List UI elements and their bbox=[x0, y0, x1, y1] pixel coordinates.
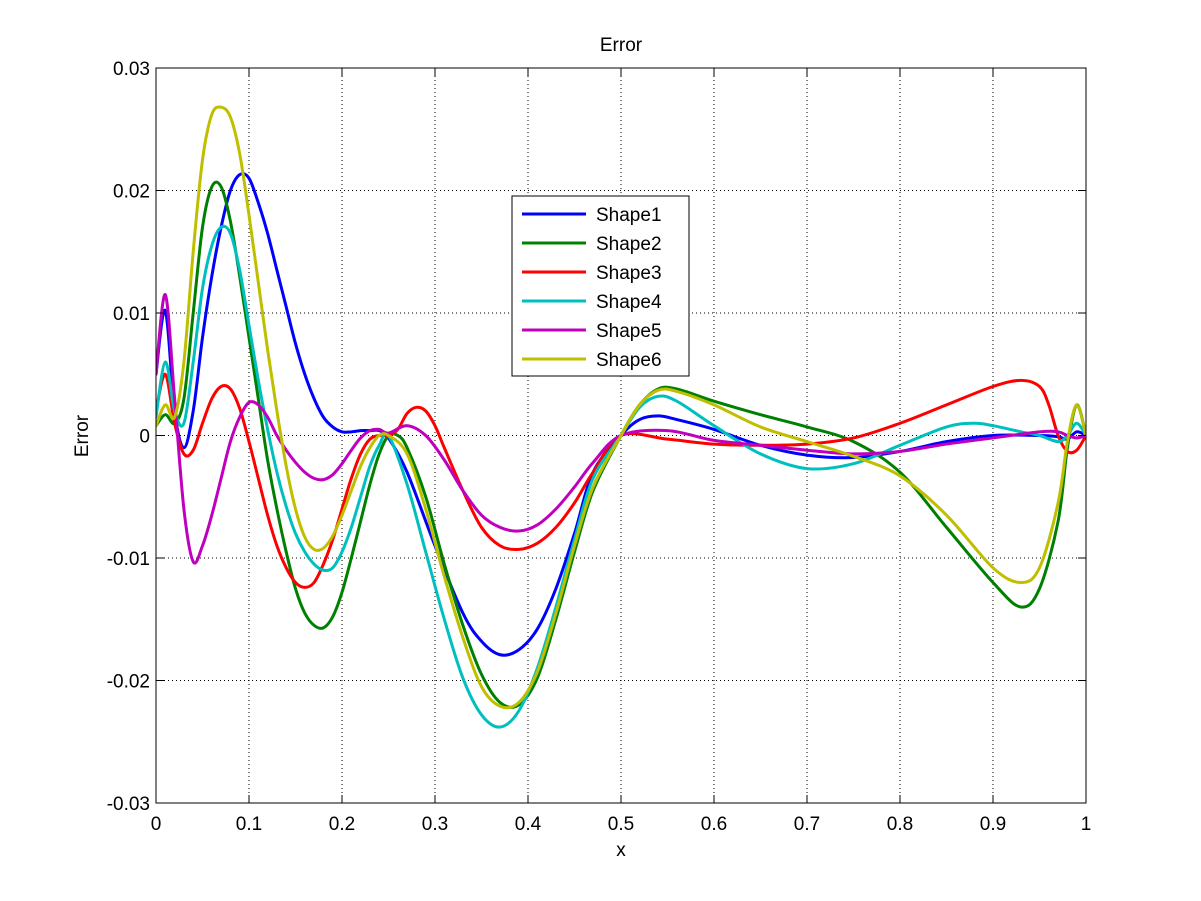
legend-label-shape1: Shape1 bbox=[596, 205, 662, 226]
x-tick-label: 0.5 bbox=[608, 814, 634, 835]
legend-label-shape3: Shape3 bbox=[596, 263, 662, 284]
series-group bbox=[156, 105, 1086, 729]
y-tick-label: 0.03 bbox=[113, 59, 150, 80]
legend-label-shape4: Shape4 bbox=[596, 292, 662, 313]
x-axis-label: x bbox=[616, 840, 626, 861]
y-tick-label: -0.03 bbox=[107, 794, 150, 815]
x-tick-label: 0.9 bbox=[980, 814, 1006, 835]
x-tick-label: 0.4 bbox=[515, 814, 542, 835]
series-line-shape4 bbox=[156, 224, 1086, 729]
chart-title: Error bbox=[600, 35, 643, 56]
x-tick-label: 0.2 bbox=[329, 814, 355, 835]
legend-box bbox=[511, 195, 690, 377]
y-tick-label: -0.01 bbox=[107, 549, 150, 570]
axis-ticks bbox=[155, 67, 1087, 804]
legend: Shape1 Shape2 Shape3 Shape4 Shape5 Shape6 bbox=[511, 195, 690, 377]
x-tick-label: 0.1 bbox=[236, 814, 262, 835]
x-tick-label: 0.8 bbox=[887, 814, 913, 835]
y-tick-label: 0.02 bbox=[113, 182, 150, 203]
y-tick-labels: -0.03 -0.02 -0.01 0 0.01 0.02 0.03 bbox=[107, 59, 150, 815]
legend-label-shape5: Shape5 bbox=[596, 321, 662, 342]
x-tick-label: 1 bbox=[1081, 814, 1092, 835]
x-tick-label: 0.6 bbox=[701, 814, 727, 835]
legend-label-shape2: Shape2 bbox=[596, 234, 662, 255]
series-line-shape3 bbox=[156, 372, 1086, 589]
x-tick-labels: 0 0.1 0.2 0.3 0.4 0.5 0.6 0.7 0.8 0.9 1 bbox=[151, 814, 1092, 835]
series-line-shape6 bbox=[156, 105, 1086, 710]
x-tick-label: 0.3 bbox=[422, 814, 448, 835]
legend-label-shape6: Shape6 bbox=[596, 350, 662, 371]
y-axis-label: Error bbox=[72, 414, 93, 457]
x-tick-label: 0 bbox=[151, 814, 162, 835]
x-tick-label: 0.7 bbox=[794, 814, 820, 835]
y-tick-label: 0 bbox=[139, 427, 150, 448]
y-tick-label: 0.01 bbox=[113, 304, 150, 325]
series-lines bbox=[156, 105, 1086, 729]
y-tick-label: -0.02 bbox=[107, 672, 150, 693]
